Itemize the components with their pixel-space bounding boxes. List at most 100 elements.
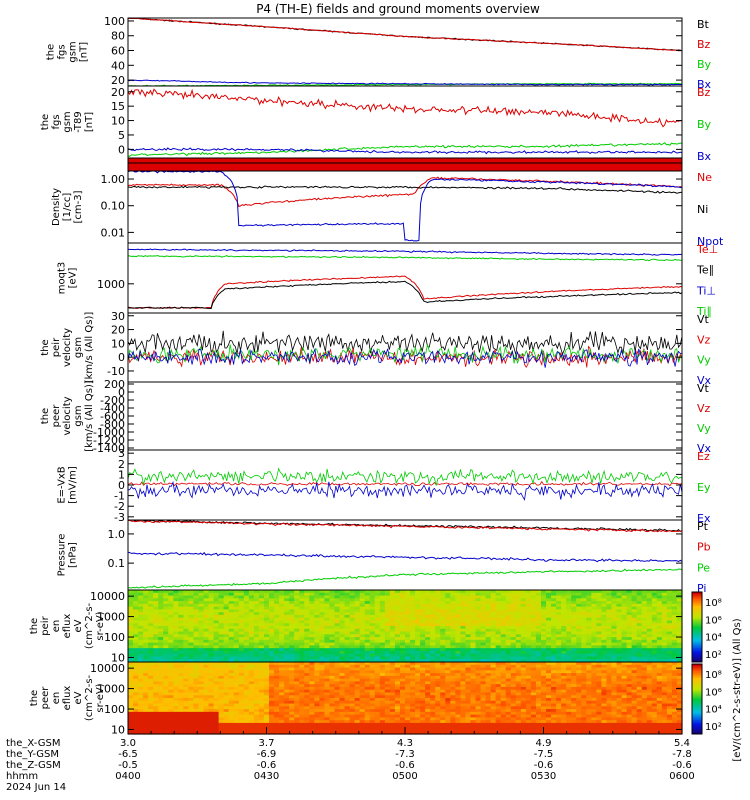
heatmap-cell — [334, 648, 341, 652]
heatmap-cell — [374, 650, 381, 655]
heatmap-cell — [153, 614, 159, 619]
heatmap-cell — [480, 614, 487, 619]
heatmap-cell — [420, 684, 426, 688]
heatmap-cell — [153, 598, 159, 602]
heatmap-cell — [309, 720, 315, 724]
heatmap-cell — [540, 650, 547, 655]
heatmap-cell — [324, 645, 331, 649]
heatmap-cell — [319, 703, 326, 707]
heatmap-cell — [546, 590, 552, 594]
heatmap-cell — [410, 648, 416, 652]
heatmap-cell — [611, 639, 618, 644]
heatmap-cell — [425, 695, 431, 699]
heatmap-cell — [228, 609, 235, 613]
heatmap-cell — [510, 612, 517, 616]
heatmap-cell — [450, 628, 456, 633]
heatmap-cell — [586, 617, 592, 622]
heatmap-cell — [450, 592, 456, 597]
heatmap-cell — [228, 617, 235, 622]
heatmap-cell — [188, 631, 195, 635]
heatmap-cell — [500, 653, 507, 658]
heatmap-cell — [455, 714, 461, 718]
heatmap-cell — [248, 681, 255, 685]
heatmap-cell — [354, 673, 361, 677]
heatmap-cell — [405, 595, 411, 599]
heatmap-cell — [263, 659, 270, 663]
heatmap-cell — [394, 717, 401, 721]
heatmap-cell — [153, 645, 159, 649]
heatmap-cell — [369, 601, 376, 605]
heatmap-cell — [208, 659, 215, 663]
heatmap-cell — [394, 700, 401, 705]
heatmap-cell — [218, 686, 225, 691]
heatmap-cell — [168, 711, 174, 716]
heatmap-cell — [163, 617, 169, 622]
heatmap-cell — [223, 612, 230, 616]
heatmap-cell — [319, 637, 326, 641]
heatmap-cell — [269, 684, 275, 688]
heatmap-cell — [440, 717, 446, 721]
heatmap-cell — [440, 628, 446, 633]
heatmap-cell — [601, 631, 608, 635]
heatmap-cell — [490, 725, 497, 730]
heatmap-cell — [198, 673, 205, 677]
heatmap-cell — [213, 590, 220, 594]
heatmap-cell — [153, 722, 159, 727]
panel-frame-p1 — [127, 17, 683, 87]
heatmap-cell — [228, 642, 235, 646]
heatmap-cell — [349, 595, 356, 599]
heatmap-cell — [480, 653, 487, 658]
heatmap-cell — [465, 714, 472, 718]
y-tick-label-p1-3: 40 — [111, 59, 125, 72]
heatmap-cell — [430, 639, 436, 644]
heatmap-cell — [389, 648, 396, 652]
heatmap-cell — [163, 590, 169, 594]
heatmap-cell — [465, 626, 472, 630]
heatmap-cell — [460, 678, 467, 682]
heatmap-cell — [153, 631, 159, 635]
heatmap-cell — [435, 673, 441, 677]
heatmap-cell — [193, 598, 200, 602]
heatmap-cell — [193, 612, 200, 616]
heatmap-cell — [148, 714, 154, 718]
heatmap-cell — [158, 598, 164, 602]
heatmap-cell — [178, 592, 184, 597]
heatmap-cell — [450, 709, 456, 713]
heatmap-cell — [163, 598, 169, 602]
heatmap-cell — [284, 601, 290, 605]
heatmap-cell — [193, 692, 200, 696]
heatmap-cell — [384, 662, 391, 666]
heatmap-cell — [258, 650, 265, 655]
heatmap-cell — [455, 590, 461, 594]
series-line-p2-2 — [127, 147, 683, 155]
heatmap-cell — [561, 631, 567, 635]
heatmap-cell — [128, 675, 134, 680]
heatmap-cell — [636, 634, 643, 638]
heatmap-cell — [389, 645, 396, 649]
heatmap-cell — [289, 714, 295, 718]
heatmap-cell — [284, 609, 290, 613]
heatmap-cell — [596, 612, 603, 616]
heatmap-cell — [415, 612, 421, 616]
heatmap-cell — [561, 598, 567, 602]
heatmap-cell — [289, 614, 295, 619]
heatmap-cell — [218, 590, 225, 594]
heatmap-cell — [384, 686, 391, 691]
heatmap-cell — [233, 626, 240, 630]
heatmap-cell — [269, 603, 275, 608]
series-line-p2-0 — [127, 88, 683, 128]
heatmap-cell — [334, 670, 341, 674]
heatmap-cell — [253, 664, 260, 669]
heatmap-cell — [238, 639, 245, 644]
heatmap-cell — [460, 609, 467, 613]
heatmap-cell — [198, 684, 205, 688]
heatmap-cell — [500, 648, 507, 652]
heatmap-cell — [153, 592, 159, 597]
heatmap-cell — [178, 686, 184, 691]
heatmap-cell — [495, 642, 502, 646]
heatmap-cell — [299, 695, 305, 699]
heatmap-cell — [354, 664, 361, 669]
heatmap-cell — [430, 714, 436, 718]
heatmap-cell — [198, 628, 205, 633]
heatmap-cell — [253, 609, 260, 613]
